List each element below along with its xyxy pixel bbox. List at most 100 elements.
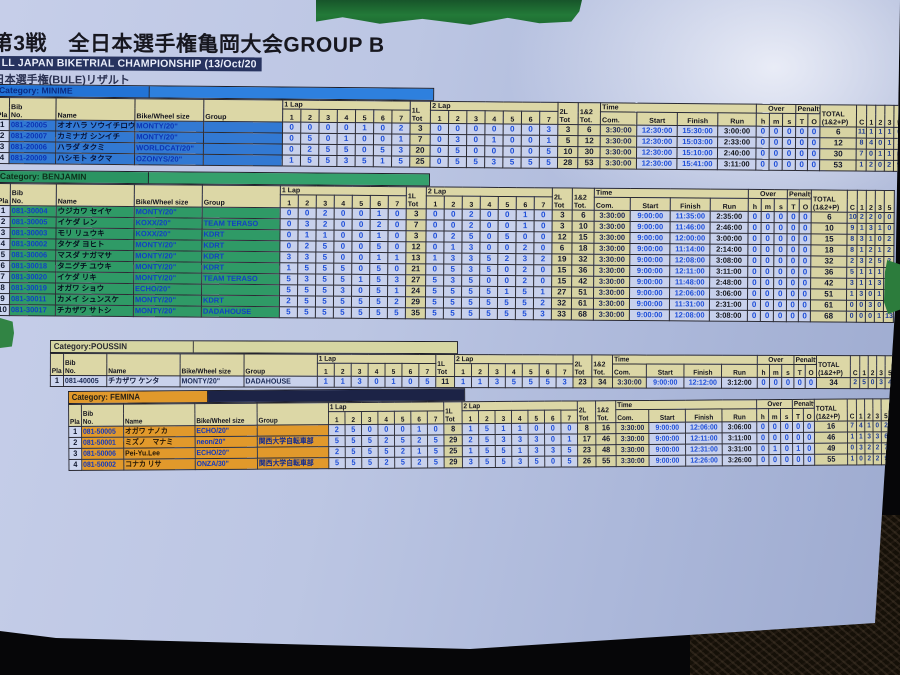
cell-time-start: 9:00:00 [648,422,686,434]
cell-lap2-score: 1 [511,423,529,435]
cell-lap2-score: 5 [425,307,444,320]
cell-lap2-total: 3 [552,220,573,233]
cell-count: 0 [856,300,866,312]
cell-lap1-score: 5 [315,241,334,253]
cell-lap1-score: 5 [345,446,362,458]
cell-lap2-total: 15 [551,264,572,277]
cell-lap2-score: 0 [498,220,517,232]
cell-penalty: 0 [799,244,812,256]
cell-name: モリ リュウキ [55,227,135,240]
cell-lap2-total: 23 [573,376,592,388]
cell-lap2-total: 19 [551,253,573,266]
cell-lap1-score: 2 [328,446,346,458]
cell-pla: 1 [68,426,82,438]
cell-lap1-score: 3 [333,285,352,297]
cell-lap1-score: 5 [427,434,445,446]
col-header-lap1-sec1: 1 [317,363,335,377]
cell-time-com: 3:30:00 [593,276,630,288]
cell-penalty: 0 [798,299,811,311]
cell-penalty: 0 [795,159,808,171]
cell-pla: 3 [0,141,10,153]
cell-lap1-total: 20 [409,145,431,157]
cell-lap1-score: 2 [279,295,298,307]
category-bar-tail [193,341,458,354]
table-body: 1 081-50005 オガワ ナノカ ECHO/20" 2 5 0 0 0 1 0 8 1 5 1 1 0 0 0… [68,420,891,471]
col-header-lap1-sec4: 4 [337,109,356,123]
cell-over: 0 [756,148,770,160]
cell-lap2-score: 5 [478,423,496,435]
cell-lap1-score: 5 [418,376,436,388]
cell-lap1-score: 0 [280,218,299,230]
cell-count: 0 [875,212,885,224]
cell-name: ミズノ マナミ [123,436,196,449]
cell-bib: 081-50001 [81,437,124,449]
cell-lap2-score: 2 [515,242,535,254]
col-header-penalty-T: T [795,113,809,127]
cell-penalty: 0 [786,288,799,300]
cell-name: イケダ レン [56,216,135,229]
cell-lap1-score: 2 [378,435,395,447]
cell-lap2-score: 0 [534,209,553,221]
cell-over: 0 [761,244,775,256]
cell-time-start: 12:30:00 [636,158,678,170]
col-header-bib: Bib No. [63,353,107,376]
col-header-over-m: m [761,198,775,212]
cell-lap1-score: 3 [298,218,317,231]
cell-lap1-score: 5 [333,296,352,308]
cell-lap2-score: 5 [443,308,462,320]
cell-lap2-score: 0 [533,242,553,254]
cell-count: 1 [874,267,884,279]
cell-group [203,154,283,167]
cell-lap1-score: 5 [333,274,352,286]
cell-count: 1 [857,223,867,235]
cell-lap1-score: 5 [315,263,334,275]
cell-total: 42 [810,277,847,290]
col-header-lap2-sec4: 4 [505,363,523,377]
cell-penalty: 0 [798,288,811,300]
cell-count: 1 [884,127,895,139]
cell-name: イケダ リキ [55,271,134,284]
cell-count: 1 [893,138,900,150]
col-header-name: Name [106,353,181,376]
cell-total: 46 [814,432,848,444]
cell-count: 4 [856,420,866,432]
cell-over: 0 [780,454,793,466]
cell-lap2-score: 0 [425,241,445,254]
cell-lap1-total: 3 [410,123,431,135]
cell-lap2-score: 0 [480,231,499,243]
col-header-finish: Finish [684,364,722,378]
cell-time-finish: 12:06:00 [685,421,723,434]
cell-lap1-score: 0 [373,133,392,145]
cell-over: 0 [774,233,788,245]
col-header-over-m: m [768,408,781,422]
col-header-com: Com. [594,197,631,211]
col-header-lap2-total: 2L Tot [577,400,596,423]
cell-lap2-score: 5 [462,231,481,243]
cell-count: 3 [857,234,867,246]
cell-lap2-score: 3 [556,376,574,388]
cell-count: 0 [893,127,900,139]
cell-tot12: 46 [595,433,617,445]
cell-lap1-total: 3 [406,208,427,220]
cell-lap1-score: 5 [369,241,388,253]
col-header-total: TOTAL (1&2+P) [811,189,848,213]
cell-lap1-score: 5 [361,457,379,469]
cell-time-start: 9:00:00 [630,221,671,233]
col-header-penalty-T: T [794,364,806,378]
cell-bike: ECHO/20" [195,447,258,459]
cell-count: 9 [881,453,891,465]
cell-time-run: 2:40:00 [717,147,757,160]
col-header-over-h: h [757,364,770,378]
cell-lap1-score: 5 [315,285,334,297]
cell-penalty: 0 [795,137,808,149]
cell-lap1-score: 2 [411,456,428,469]
col-header-run: Run [722,408,757,422]
cell-penalty: 0 [798,255,812,267]
cell-bike: MONTY/20" [133,272,202,285]
cell-count: 3 [865,431,874,443]
cell-lap2-score: 0 [502,145,522,158]
cell-lap1-score: 5 [369,296,388,308]
cell-lap1-score: 0 [337,122,356,134]
cell-time-finish: 12:06:00 [669,287,710,300]
col-header-lap1-sec2: 2 [334,363,352,377]
